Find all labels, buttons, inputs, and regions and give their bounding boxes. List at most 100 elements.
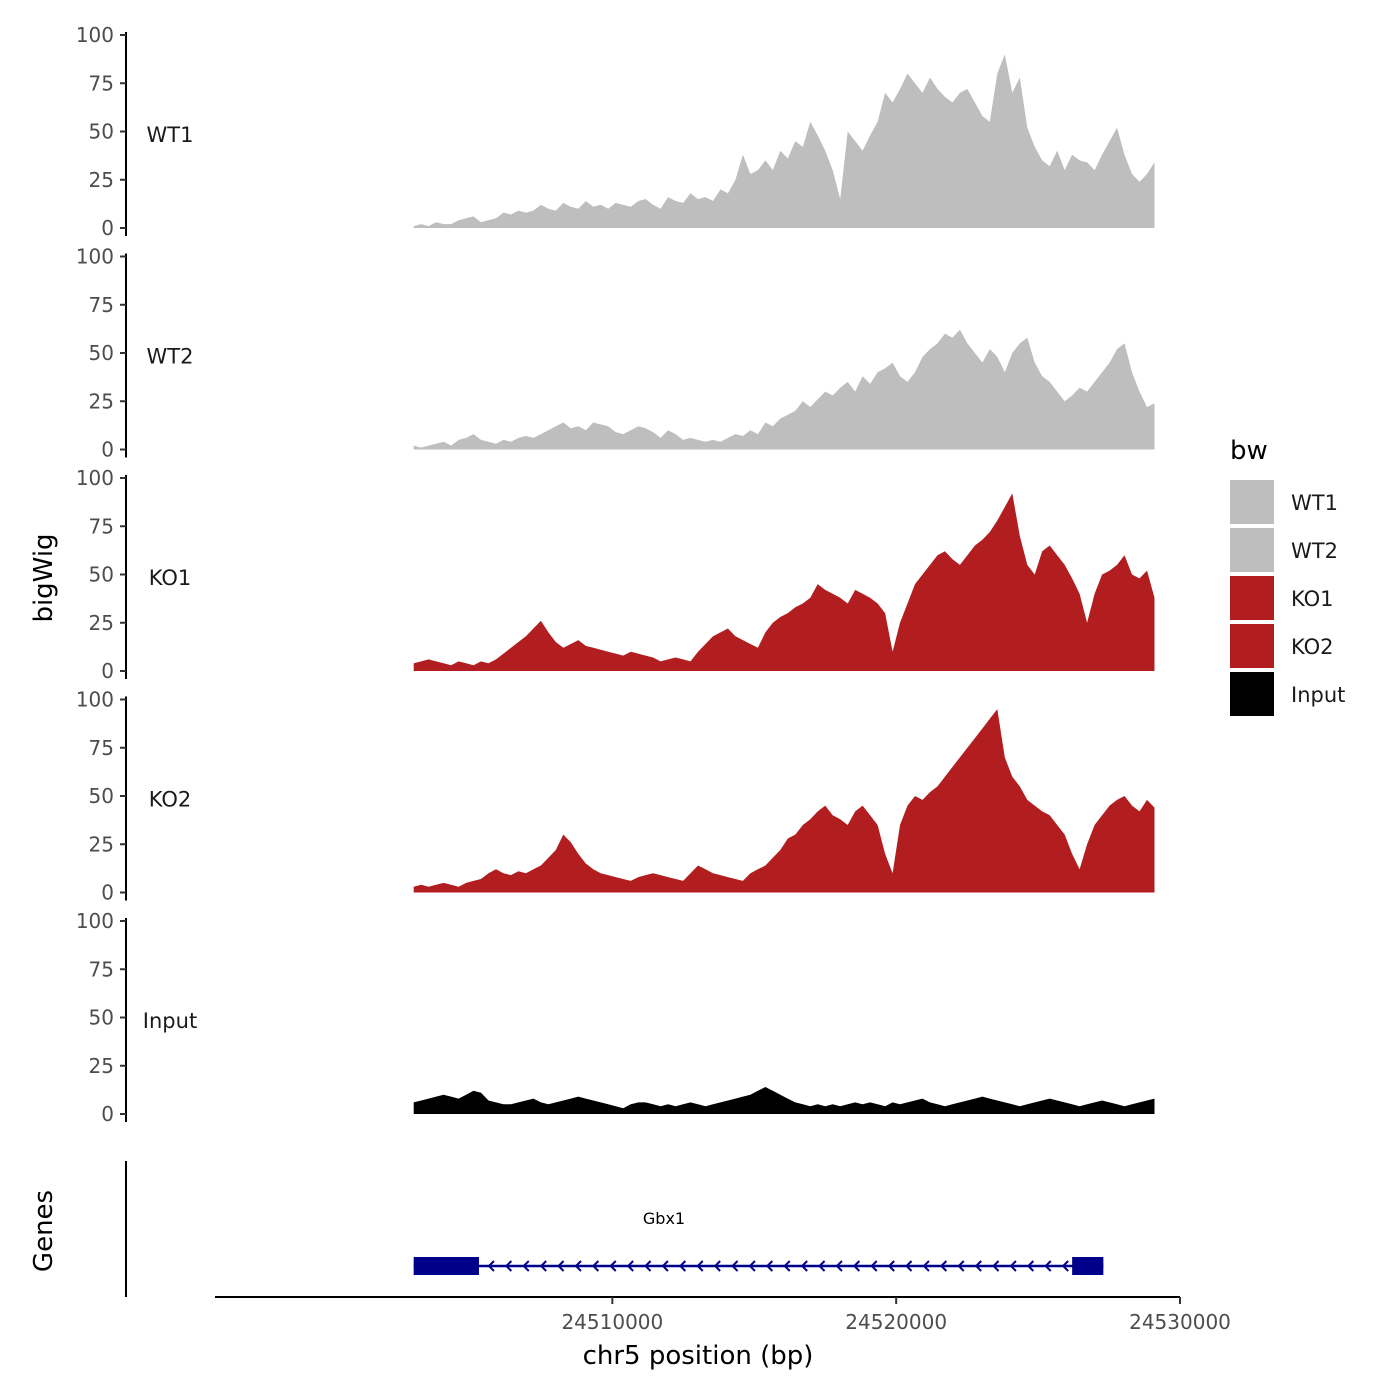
track-label-input: Input [143,1009,197,1033]
legend-key-wt1 [1230,480,1274,524]
genes-panel-title: Genes [29,1190,59,1272]
track-label-ko2: KO2 [149,788,192,812]
legend-key-ko1 [1230,576,1274,620]
strand-arrow [835,1260,843,1272]
area-series-wt1 [413,54,1155,228]
y-tick-label: 100 [76,466,114,490]
strand-arrow [504,1260,513,1272]
y-tick-label: 50 [89,1006,114,1030]
strand-arrow [591,1260,600,1272]
track-wt2: 0 25 50 75 100 WT2 [76,245,1155,462]
track-input: 0 25 50 75 100 Input [76,909,1155,1126]
y-tick-label: 0 [101,216,114,240]
strand-arrow [644,1260,652,1272]
legend-label-ko2: KO2 [1291,635,1334,659]
strand-arrow [713,1260,721,1272]
track-label-ko1: KO1 [149,566,192,590]
legend: bw WT1 WT2 KO1 KO2 Input [1230,436,1345,716]
strand-arrow [748,1260,756,1272]
x-axis-title: chr5 position (bp) [583,1341,814,1371]
strand-arrow [522,1260,530,1272]
strand-arrow [696,1260,704,1272]
strand-arrow [1044,1260,1052,1272]
area-series-input [413,1087,1155,1114]
y-tick-label: 100 [76,23,114,47]
legend-key-input [1230,672,1274,716]
strand-arrow [765,1260,774,1272]
y-tick-label: 25 [89,611,114,635]
y-tick-label: 0 [101,438,114,462]
area-series-ko2 [413,709,1155,893]
strand-arrow [800,1260,808,1272]
y-tick-label: 50 [89,341,114,365]
gene-name-label: Gbx1 [643,1209,685,1228]
strand-arrow [1009,1260,1017,1272]
y-tick-label: 75 [89,71,114,95]
gene-exon-1 [413,1257,479,1275]
strand-arrow [678,1260,687,1272]
strand-arrow [818,1260,826,1272]
y-tick-label: 75 [89,736,114,760]
strand-arrow [661,1260,669,1272]
y-tick-label: 100 [76,909,114,933]
y-tick-label: 25 [89,832,114,856]
strand-arrow [626,1260,634,1272]
strand-arrow [1061,1260,1069,1272]
y-tick-label: 50 [89,784,114,808]
x-axis: 24510000 24520000 24530000 [215,1296,1231,1334]
y-tick-label: 25 [89,1054,114,1078]
strand-arrow [574,1260,582,1272]
x-tick-label: 24520000 [845,1310,947,1334]
y-tick-label: 75 [89,957,114,981]
y-tick-label: 25 [89,168,114,192]
strand-arrow [557,1260,565,1272]
track-label-wt2: WT2 [147,345,194,369]
legend-key-wt2 [1230,528,1274,572]
strand-arrow [1026,1260,1035,1272]
y-axis-title: bigWig [29,533,59,622]
area-series-ko1 [413,493,1155,671]
legend-key-ko2 [1230,624,1274,668]
y-tick-label: 0 [101,659,114,683]
legend-label-wt1: WT1 [1291,491,1338,515]
y-tick-label: 75 [89,293,114,317]
y-tick-label: 100 [76,688,114,712]
strand-arrow [609,1260,617,1272]
strand-arrow [731,1260,739,1272]
bigwig-tracks: 0255075100WT10255075100WT20255075100KO10… [76,23,1155,1126]
y-tick-label: 25 [89,389,114,413]
x-tick-label: 24510000 [561,1310,663,1334]
y-tick-label: 50 [89,563,114,587]
strand-arrow [922,1260,930,1272]
track-label-wt1: WT1 [147,123,194,147]
y-tick-label: 50 [89,120,114,144]
strand-arrow [939,1260,948,1272]
track-wt1: 0 25 50 75 100 WT1 [76,23,1155,240]
track-ko2: 0 25 50 75 100 KO2 [76,688,1155,905]
strand-arrow [487,1260,495,1272]
strand-arrow [905,1260,913,1272]
strand-arrow [852,1260,861,1272]
gene-exon-2 [1072,1257,1104,1275]
strand-arrow [783,1260,791,1272]
area-series-wt2 [413,329,1155,450]
track-ko1: 0 25 50 75 100 KO1 [76,466,1155,683]
legend-label-ko1: KO1 [1291,587,1334,611]
strand-arrow [957,1260,965,1272]
strand-arrow [974,1260,982,1272]
legend-label-wt2: WT2 [1291,539,1338,563]
strand-arrow [539,1260,547,1272]
y-tick-label: 0 [101,881,114,905]
strand-arrow [870,1260,878,1272]
legend-label-input: Input [1291,683,1345,707]
strand-arrow [887,1260,895,1272]
gene-panel: Gbx1 [125,1161,1104,1297]
y-tick-label: 100 [76,245,114,269]
y-tick-label: 75 [89,514,114,538]
legend-title: bw [1230,436,1268,466]
x-tick-label: 24530000 [1129,1310,1231,1334]
strand-arrow [992,1260,1000,1272]
y-tick-label: 0 [101,1102,114,1126]
